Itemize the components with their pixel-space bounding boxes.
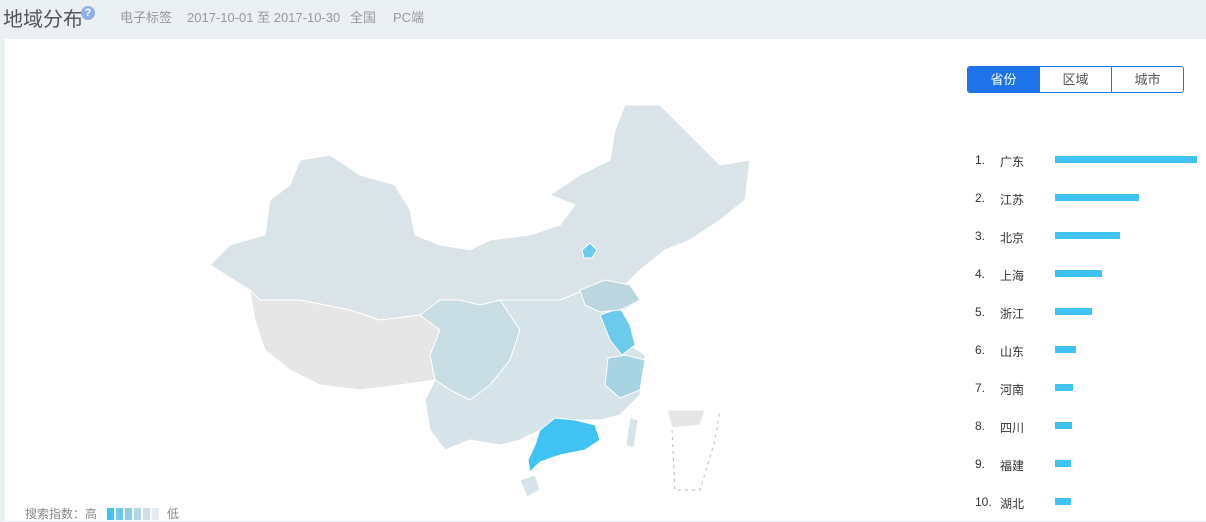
legend: 搜索指数：高 低 [25,505,179,522]
rank-number: 7. [975,381,986,395]
province-name: 江苏 [1000,193,1025,207]
ranking-item[interactable]: 2. 江苏 [975,189,1206,209]
rank-number: 5. [975,305,986,319]
rank-number: 3. [975,229,986,243]
ranking-item[interactable]: 4. 上海 [975,265,1206,285]
legend-swatch [116,507,124,520]
legend-swatch [134,507,142,520]
tab-province[interactable]: 省份 [968,67,1039,92]
ranking-item[interactable]: 9. 福建 [975,455,1206,475]
platform-label: PC端 [393,10,425,25]
rank-bar [1055,460,1071,467]
rank-number: 8. [975,419,986,433]
tab-city[interactable]: 城市 [1111,67,1183,92]
map-inset-south-china-sea [666,409,706,429]
rank-bar [1055,384,1074,391]
rank-number: 2. [975,191,986,205]
ranking-item[interactable]: 1. 广东 [975,151,1206,171]
ranking-item[interactable]: 10. 湖北 [975,493,1206,513]
tab-area[interactable]: 区域 [1039,67,1111,92]
province-name: 湖北 [1000,497,1025,511]
rank-bar [1055,498,1071,505]
legend-high-label: 搜索指数：高 [25,507,98,521]
map-province-zhejiang[interactable] [604,354,646,399]
map-province-shandong[interactable] [579,279,641,313]
province-name: 上海 [1000,269,1025,283]
legend-swatch [107,507,115,520]
region-label: 全国 [350,10,377,25]
ranking-item[interactable]: 6. 山东 [975,341,1206,361]
legend-swatch [143,507,151,520]
question-circle-icon[interactable]: ? [81,6,95,20]
rank-bar [1055,422,1073,429]
keyword-label: 电子标签 [120,10,173,25]
province-name: 山东 [1000,345,1025,359]
header: 地域分布 ? 电子标签 2017-10-01 至 2017-10-30 全国 P… [0,0,1206,38]
date-range: 2017-10-01 至 2017-10-30 [187,10,341,25]
rank-number: 4. [975,267,986,281]
province-name: 河南 [1000,383,1025,397]
province-name: 广东 [1000,155,1025,169]
map-province-guangdong[interactable] [527,417,601,473]
map-inset-border-dashes [671,409,721,491]
ranking-item[interactable]: 8. 四川 [975,417,1206,437]
rank-bar [1055,156,1197,163]
legend-swatch [125,507,133,520]
map-region-northwest[interactable] [209,104,751,321]
province-name: 北京 [1000,231,1025,245]
legend-low-label: 低 [167,507,180,521]
rank-number: 9. [975,457,986,471]
map-region-south[interactable] [424,289,646,451]
map-province-beijing[interactable] [581,242,598,259]
map-province-hainan[interactable] [519,474,541,498]
ranking-item[interactable]: 5. 浙江 [975,303,1206,323]
rank-bar [1055,346,1077,353]
rank-bar [1055,194,1139,201]
rank-bar [1055,232,1121,239]
page-title: 地域分布 [3,9,83,31]
rank-number: 1. [975,153,986,167]
province-name: 浙江 [1000,307,1025,321]
ranking-item[interactable]: 3. 北京 [975,227,1206,247]
legend-swatch [152,507,160,520]
ranking-item[interactable]: 7. 河南 [975,379,1206,399]
province-name: 四川 [1000,421,1025,435]
legend-swatches [107,507,161,520]
rank-number: 6. [975,343,986,357]
dimension-tabs: 省份 区域 城市 [967,66,1184,93]
rank-bar [1055,308,1092,315]
rank-number: 10. [975,495,992,509]
province-name: 福建 [1000,459,1025,473]
map-province-taiwan[interactable] [625,417,639,449]
rank-bar [1055,270,1102,277]
